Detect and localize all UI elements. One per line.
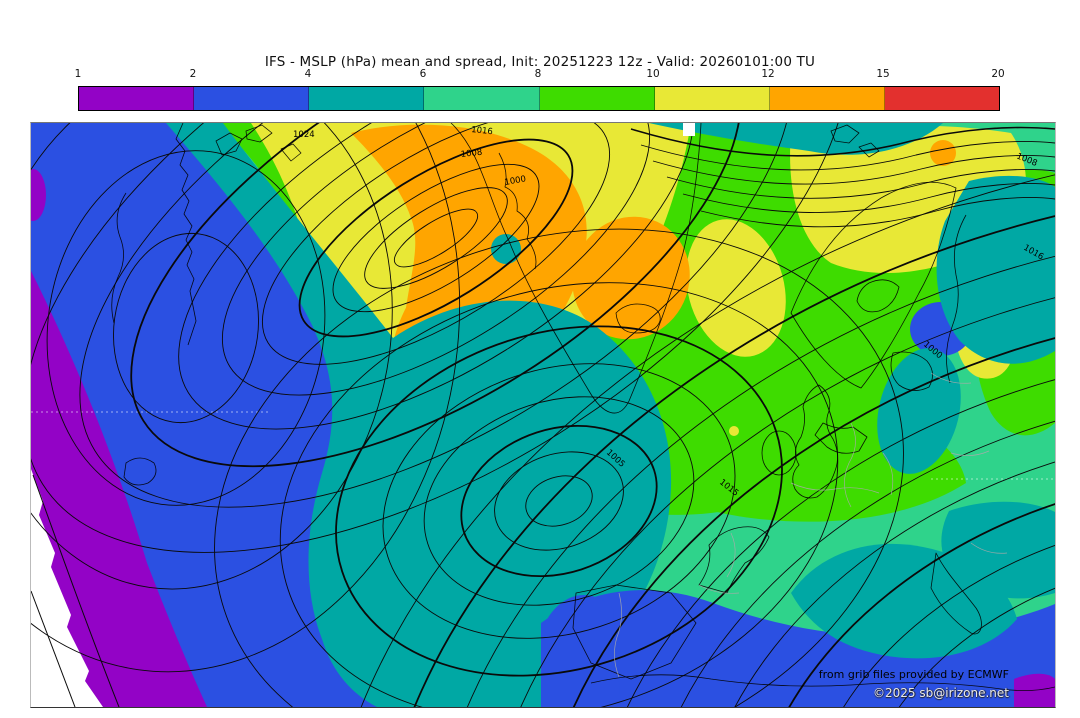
colorbar-tick-6: 6	[419, 68, 427, 80]
page-title: IFS - MSLP (hPa) mean and spread, Init: …	[264, 54, 816, 70]
weather-map: 1024 1016 1008 1000 1005 1015 1000 1016 1008 fro…	[30, 122, 1056, 708]
attribution-copyright: ©2025 sb@irizone.net	[873, 686, 1009, 700]
contours-europe-ridge	[320, 143, 1055, 707]
colorbar-tick-2: 2	[189, 68, 197, 80]
colorbar-segment-12-15	[769, 87, 885, 110]
contours-atlantic-low	[214, 228, 904, 707]
colorbar-segment-10-12	[654, 87, 770, 110]
colorbar-segment-15-20	[884, 87, 999, 110]
colorbar-tick-20: 20	[991, 68, 1005, 80]
contour-label: 1008	[460, 148, 483, 160]
colorbar-segment-6-8	[424, 87, 540, 110]
colorbar-segment-8-10	[539, 87, 655, 110]
colorbar-segment-4-6	[309, 87, 425, 110]
attribution-ecmwf: from grib files provided by ECMWF	[818, 668, 1009, 681]
data-gap-notch	[683, 123, 695, 136]
country-borders	[614, 372, 1008, 678]
contours-arctic	[630, 126, 1055, 228]
colorbar-tick-4: 4	[304, 68, 312, 80]
colorbar-tick-10: 10	[646, 68, 660, 80]
colorbar-segment-1-2	[79, 87, 195, 110]
colorbar-tick-12: 12	[761, 68, 775, 80]
contour-label: 1024	[293, 130, 315, 140]
contours-canadian-low	[31, 123, 849, 553]
contour-label: 1000	[504, 174, 527, 188]
colorbar-tick-8: 8	[534, 68, 542, 80]
colorbar: 1 2 4 6 8 10 12 15 20	[74, 68, 1005, 111]
colorbar-segment-2-4	[194, 87, 310, 110]
colorbar-ticks: 1 2 4 6 8 10 12 15 20	[74, 68, 1005, 84]
colorbar-scale	[78, 86, 1000, 111]
projection-edge	[31, 469, 103, 707]
coastlines	[111, 123, 1055, 691]
contour-label: 1016	[471, 125, 494, 137]
contours-topleft	[31, 123, 461, 673]
colorbar-tick-15: 15	[876, 68, 890, 80]
colorbar-tick-1: 1	[74, 68, 82, 80]
